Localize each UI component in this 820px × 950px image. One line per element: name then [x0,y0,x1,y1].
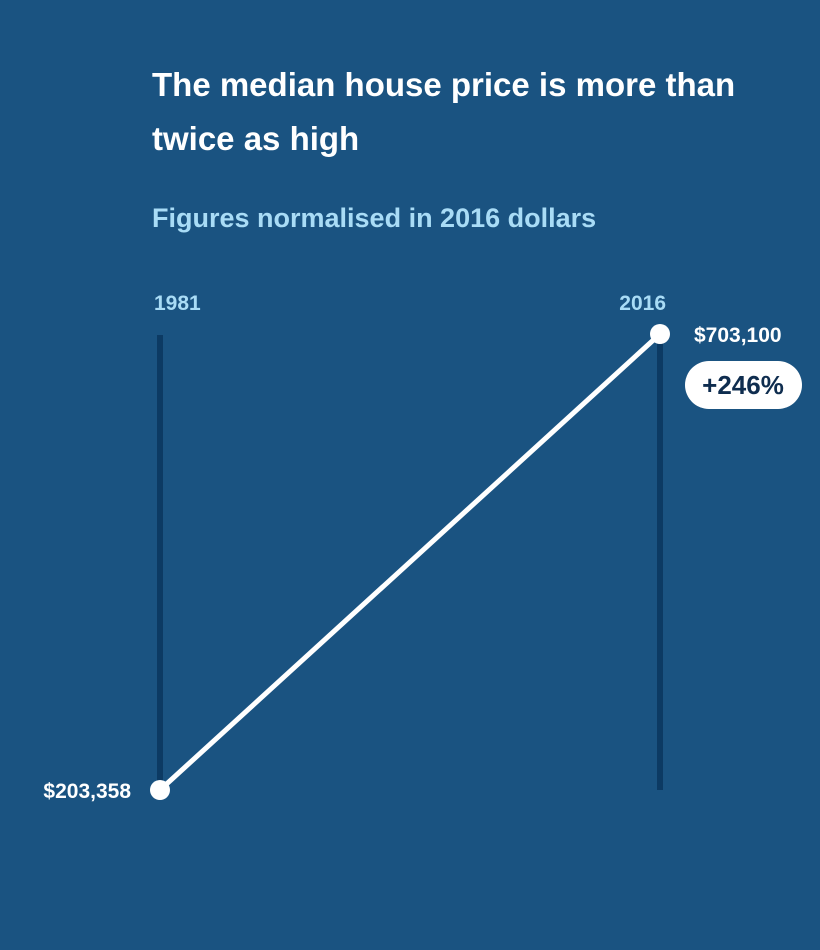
chart-subtitle: Figures normalised in 2016 dollars [152,203,597,233]
price-slope-line [157,331,663,793]
data-point-2016 [650,324,670,344]
change-badge-background [685,361,802,409]
year-label-2016: 2016 [619,292,666,315]
chart-title: The median house price is more than twic… [152,66,736,157]
change-badge-label: +246% [702,370,784,400]
value-label-2016: $703,100 [694,324,782,347]
year-label-1981: 1981 [154,292,201,315]
data-point-1981 [150,780,170,800]
value-label-1981: $203,358 [43,780,131,803]
change-badge: +246% [685,361,802,409]
